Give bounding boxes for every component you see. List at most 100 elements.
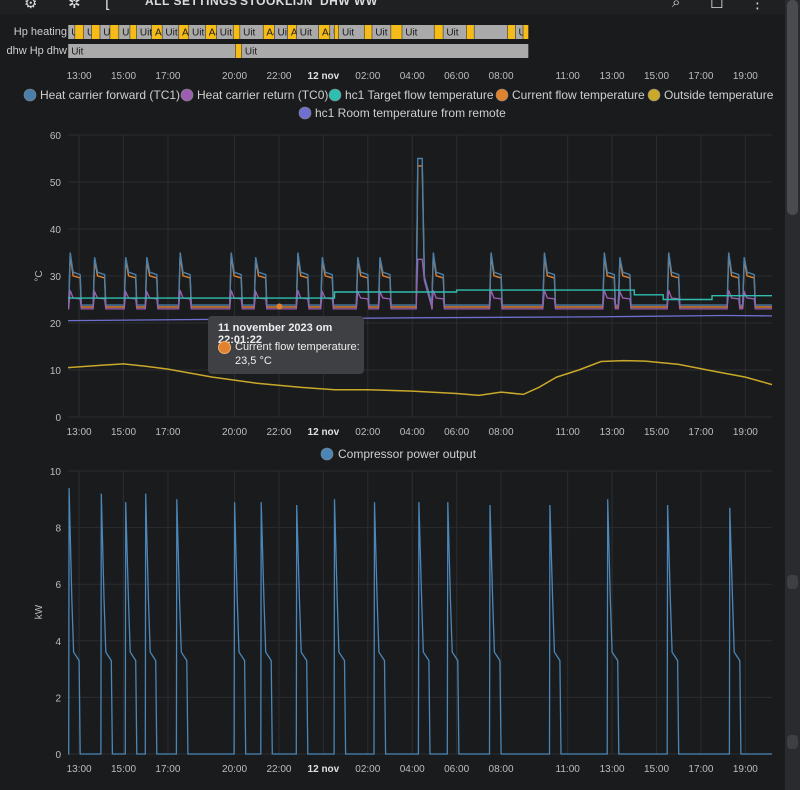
timeline-segment: [391, 25, 402, 39]
x-tick-label: 22:00: [266, 71, 291, 82]
chart-icon[interactable]: ⌊: [105, 0, 111, 12]
y-tick-label: 10: [50, 467, 62, 478]
y-tick-label: 30: [50, 272, 62, 283]
timeline-segment-label: Uit: [220, 28, 232, 39]
timeline-segment: [241, 44, 529, 58]
x-tick-label: 15:00: [111, 427, 136, 438]
series-heat-carrier-return: [68, 258, 772, 310]
x-tick-label: 08:00: [489, 764, 514, 775]
tooltip-series-dot: [218, 341, 231, 354]
tab-stooklijn[interactable]: STOOKLIJN: [240, 0, 313, 8]
timeline-segment-label: Uit: [140, 28, 152, 39]
timeline-segment: [523, 25, 529, 39]
timeline-segment-label: Uit: [245, 47, 257, 58]
timeline-segment: [68, 44, 236, 58]
bug-icon[interactable]: ✲: [68, 0, 81, 12]
timeline-segment-label: Uit: [278, 28, 290, 39]
timeline-segment: [110, 25, 119, 39]
series-current-flow: [68, 165, 772, 308]
x-tick-label: 02:00: [355, 764, 380, 775]
series-room-temperature: [67, 314, 773, 322]
timeline-segment: [189, 25, 206, 39]
assist-icon[interactable]: ☐: [710, 0, 724, 12]
x-tick-label: 12 nov: [308, 71, 340, 82]
x-tick-label: 13:00: [600, 71, 625, 82]
timeline-row-label: Hp heating: [14, 26, 67, 38]
timeline-segment-label: Uit: [122, 28, 134, 39]
timeline-segment: [287, 25, 297, 39]
tooltip-series-name: Current flow temperature:: [235, 341, 360, 353]
x-tick-label: 08:00: [489, 427, 514, 438]
scrollbar[interactable]: [785, 0, 800, 790]
timeline-segment: [205, 25, 217, 39]
x-tick-label: 19:00: [733, 71, 758, 82]
x-tick-label: 20:00: [222, 764, 247, 775]
legend-marker: [320, 447, 334, 461]
timeline-segment: [274, 25, 288, 39]
legend-label: Outside temperature: [664, 88, 774, 102]
y-tick-label: 8: [55, 524, 61, 535]
x-tick-label: 06:00: [444, 427, 469, 438]
timeline-segment: [318, 25, 330, 39]
timeline-segment-label: Uit: [375, 28, 387, 39]
timeline-segment: [466, 25, 474, 39]
tab-dhw[interactable]: DHW WW: [320, 0, 378, 8]
x-tick-label: 06:00: [444, 71, 469, 82]
x-tick-label: 19:00: [733, 764, 758, 775]
x-tick-label: 04:00: [400, 71, 425, 82]
timeline-segment: [179, 25, 189, 39]
timeline-segment: [515, 25, 523, 39]
x-tick-label: 02:00: [355, 427, 380, 438]
y-tick-label: 50: [50, 178, 62, 189]
timeline-segment-label: Uit: [300, 28, 312, 39]
top-toolbar: ⚙ ✲ ⌊ ALL SETTINGS STOOKLIJN DHW WW ⌕ ☐ …: [0, 0, 785, 14]
legend-marker: [647, 88, 661, 102]
timeline-segment: [119, 25, 130, 39]
y-tick-label: 6: [55, 580, 61, 591]
timeline-segment-label: Uit: [342, 28, 354, 39]
x-tick-label: 17:00: [155, 71, 180, 82]
y-tick-label: 40: [50, 225, 62, 236]
x-tick-label: 20:00: [222, 71, 247, 82]
x-tick-label: 11:00: [556, 764, 581, 775]
x-tick-label: 06:00: [444, 764, 469, 775]
search-icon[interactable]: ⌕: [672, 0, 681, 11]
timeline-segment: [162, 25, 179, 39]
x-tick-label: 13:00: [600, 764, 625, 775]
y-tick-label: 0: [55, 750, 61, 761]
legend-marker: [328, 88, 342, 102]
x-tick-label: 15:00: [644, 427, 669, 438]
x-tick-label: 17:00: [155, 764, 180, 775]
timeline-segment-label: Uit: [103, 28, 115, 39]
series-compressor-power: [68, 487, 772, 755]
y-tick-label: 2: [55, 693, 61, 704]
legend-label: Compressor power output: [338, 447, 477, 461]
scrollbar-thumb[interactable]: [787, 0, 798, 215]
timeline-segment: [263, 25, 275, 39]
scrollbar-marker: [787, 735, 798, 749]
more-icon[interactable]: ⋮: [750, 0, 765, 12]
timeline-segment: [443, 25, 467, 39]
y-axis-label: kW: [34, 604, 45, 619]
legend-marker: [495, 88, 509, 102]
timeline-segment-label: Uit: [446, 28, 458, 39]
x-tick-label: 08:00: [489, 71, 514, 82]
timeline-segment: [338, 25, 364, 39]
x-tick-label: 04:00: [400, 427, 425, 438]
timeline-segment: [474, 25, 508, 39]
y-tick-label: 20: [50, 319, 62, 330]
y-tick-label: 60: [50, 131, 62, 142]
gear-icon[interactable]: ⚙: [24, 0, 38, 12]
y-tick-label: 0: [55, 413, 61, 424]
tab-all-settings[interactable]: ALL SETTINGS: [145, 0, 238, 8]
timeline-segment: [507, 25, 515, 39]
x-tick-label: 11:00: [556, 427, 581, 438]
x-tick-label: 12 nov: [308, 764, 340, 775]
x-tick-label: 17:00: [688, 71, 713, 82]
x-tick-label: 13:00: [67, 764, 92, 775]
x-tick-label: 11:00: [556, 71, 581, 82]
x-tick-label: 15:00: [111, 71, 136, 82]
legend-label: hc1 Target flow temperature: [345, 88, 494, 102]
legend-label: Heat carrier forward (TC1): [40, 88, 180, 102]
